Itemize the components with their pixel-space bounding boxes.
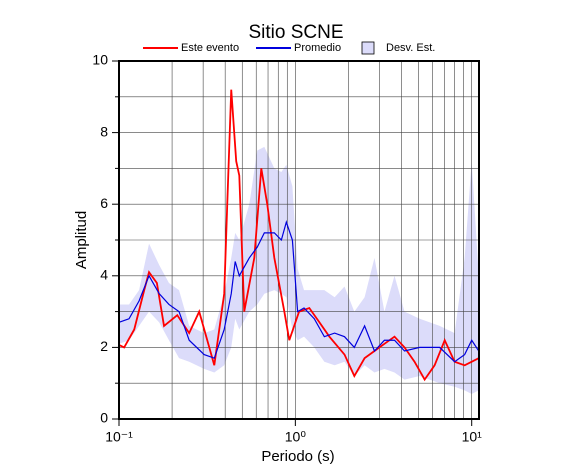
- legend-swatch: [361, 41, 375, 55]
- series-line: [118, 89, 480, 382]
- std-band: [119, 146, 479, 394]
- x-tick-label: 10⁻¹: [105, 429, 133, 445]
- y-tick-label: 6: [100, 195, 108, 211]
- y-tick-label: 2: [100, 338, 108, 354]
- y-tick-label: 10: [92, 52, 108, 68]
- x-tick-label: 10⁰: [285, 429, 307, 445]
- y-tick-label: 4: [100, 267, 108, 283]
- plot-frame: [118, 60, 480, 420]
- x-tick-label: 10¹: [462, 429, 483, 445]
- legend-label: Desv. Est.: [386, 42, 435, 54]
- y-axis-label: Amplitud: [73, 211, 90, 269]
- y-tick-label: 8: [100, 123, 108, 139]
- series-line: [118, 220, 480, 363]
- y-tick-label: 0: [100, 410, 108, 426]
- legend-label: Promedio: [294, 42, 341, 54]
- chart-title: Sitio SCNE: [248, 22, 343, 43]
- x-axis-label: Periodo (s): [261, 448, 334, 465]
- legend-label: Este evento: [181, 42, 239, 54]
